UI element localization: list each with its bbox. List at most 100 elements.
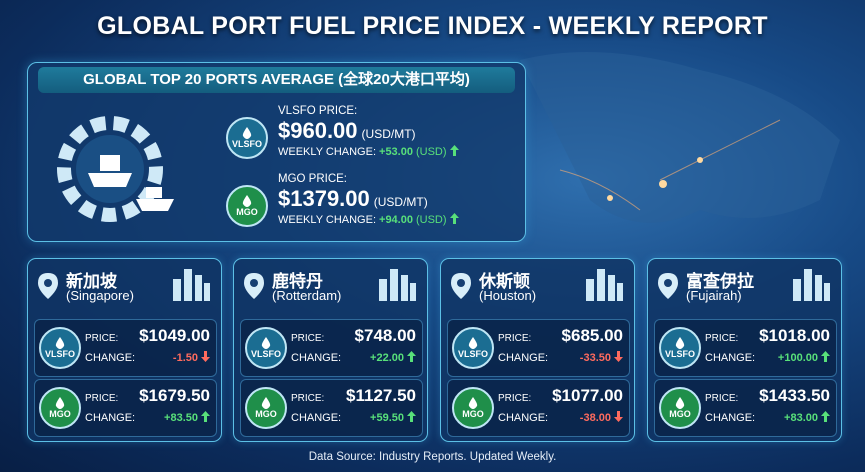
price-label: PRICE: [705, 333, 739, 344]
fuel-row: MGO PRICE: $1127.50 CHANGE: +59.50 [240, 379, 423, 437]
summary-item: MGO PRICE: $1379.00 (USD/MT) WEEKLY CHANGE:… [278, 173, 518, 226]
fuel-row: VLSFO PRICE: $685.00 CHANGE: -33.50 [447, 319, 630, 377]
port-gear-icon [57, 116, 174, 222]
change-label: CHANGE: [498, 411, 549, 424]
location-pin [658, 273, 678, 299]
fuel-badge: VLSFO [39, 327, 81, 369]
change-line: CHANGE: -1.50 [85, 351, 210, 364]
change-line: WEEKLY CHANGE: +94.00 (USD) [278, 213, 518, 226]
price-label: VLSFO PRICE: [278, 105, 358, 117]
price-label: PRICE: [498, 333, 532, 344]
change-value: +22.00 [370, 352, 404, 364]
badge-label: MGO [236, 207, 258, 217]
badge-label: VLSFO [457, 349, 488, 359]
badge-label: VLSFO [250, 349, 281, 359]
fuel-icon [675, 337, 685, 349]
change-label: WEEKLY CHANGE: [278, 214, 377, 226]
price-line: PRICE: $1077.00 [498, 386, 623, 406]
fuel-icon [55, 397, 65, 409]
fuel-icon [55, 337, 65, 349]
fuel-icon [242, 195, 252, 207]
change-value: +100.00 [777, 352, 818, 364]
price-line: PRICE: $685.00 [498, 326, 623, 346]
page-title: GLOBAL PORT FUEL PRICE INDEX - WEEKLY RE… [97, 12, 768, 40]
change-group: +83.50 [164, 411, 210, 424]
badge-label: MGO [49, 409, 71, 419]
price-line: PRICE: $1049.00 [85, 326, 210, 346]
change-group: +59.50 [370, 411, 416, 424]
change-arrow [614, 351, 623, 362]
change-value: -33.50 [579, 352, 611, 364]
change-label: CHANGE: [291, 351, 342, 364]
port-card: 鹿特丹 (Rotterdam) VLSFO PRICE: $748.00 CHANGE: +… [233, 258, 428, 442]
fuel-icon [261, 337, 271, 349]
change-arrow [201, 351, 210, 362]
price: $1127.50 [346, 386, 416, 405]
change-line: CHANGE: +83.00 [705, 411, 830, 424]
change-group: +83.00 [784, 411, 830, 424]
price-label: MGO PRICE: [278, 173, 348, 185]
port-name: 富查伊拉 [686, 272, 754, 291]
price-line: PRICE: $1018.00 [705, 326, 830, 346]
fuel-badge: MGO [245, 387, 287, 429]
change-line: CHANGE: -33.50 [498, 351, 623, 364]
badge-label: MGO [669, 409, 691, 419]
port-card: 新加坡 (Singapore) VLSFO PRICE: $1049.00 CHANGE:… [27, 258, 222, 442]
change-line: WEEKLY CHANGE: +53.00 (USD) [278, 145, 518, 158]
change-value: +59.50 [370, 412, 404, 424]
change-value: +53.00 [379, 146, 413, 158]
change-unit: (USD) [415, 214, 447, 226]
skyline-icon [173, 269, 210, 301]
fuel-icon [468, 337, 478, 349]
price: $1433.50 [759, 386, 830, 405]
badge-label: VLSFO [44, 349, 75, 359]
skyline-icon [379, 269, 416, 301]
badge-label: VLSFO [231, 139, 262, 149]
change-group: -1.50 [173, 351, 210, 364]
summary-item: VLSFO PRICE: $960.00 (USD/MT) WEEKLY CHANGE… [278, 105, 518, 158]
port-name: 新加坡 [66, 272, 117, 291]
change-group: +100.00 [778, 351, 830, 364]
fuel-row: VLSFO PRICE: $748.00 CHANGE: +22.00 [240, 319, 423, 377]
badge-label: VLSFO [664, 349, 695, 359]
fuel-icon [261, 397, 271, 409]
price-line: $960.00 (USD/MT) [278, 118, 518, 144]
price: $1379.00 [278, 186, 370, 211]
change-value: +94.00 [379, 214, 413, 226]
change-group: +22.00 [370, 351, 416, 364]
port-card: 休斯顿 (Houston) VLSFO PRICE: $685.00 CHANGE: -33… [440, 258, 635, 442]
change-label: CHANGE: [705, 411, 756, 424]
price: $1679.50 [139, 386, 210, 405]
price-line: $1379.00 (USD/MT) [278, 186, 518, 212]
change-label: CHANGE: [498, 351, 549, 364]
change-value: -1.50 [172, 352, 198, 364]
fuel-badge: VLSFO [245, 327, 287, 369]
change-group: -33.50 [580, 351, 623, 364]
location-pin [244, 273, 264, 299]
skyline-icon [586, 269, 623, 301]
change-line: CHANGE: -38.00 [498, 411, 623, 424]
fuel-badge: VLSFO [226, 117, 268, 159]
footer-note: Data Source: Industry Reports. Updated W… [308, 451, 557, 463]
price-line: PRICE: $1433.50 [705, 386, 830, 406]
change-label: CHANGE: [85, 351, 136, 364]
price: $1077.00 [552, 386, 623, 405]
fuel-badge: MGO [659, 387, 701, 429]
fuel-icon [468, 397, 478, 409]
change-arrow [821, 351, 830, 362]
fuel-row: MGO PRICE: $1077.00 CHANGE: -38.00 [447, 379, 630, 437]
change-unit: (USD) [415, 146, 447, 158]
change-arrow [449, 145, 459, 156]
change-label: CHANGE: [291, 411, 342, 424]
change-line: CHANGE: +83.50 [85, 411, 210, 424]
change-label: WEEKLY CHANGE: [278, 146, 377, 158]
fuel-icon [675, 397, 685, 409]
change-group: -38.00 [580, 411, 623, 424]
port-name-en: (Singapore) [66, 288, 134, 303]
badge-label: MGO [255, 409, 277, 419]
change-line: CHANGE: +22.00 [291, 351, 416, 364]
summary-title: GLOBAL TOP 20 PORTS AVERAGE (全球20大港口平均) [38, 67, 515, 93]
location-pin [451, 273, 471, 299]
